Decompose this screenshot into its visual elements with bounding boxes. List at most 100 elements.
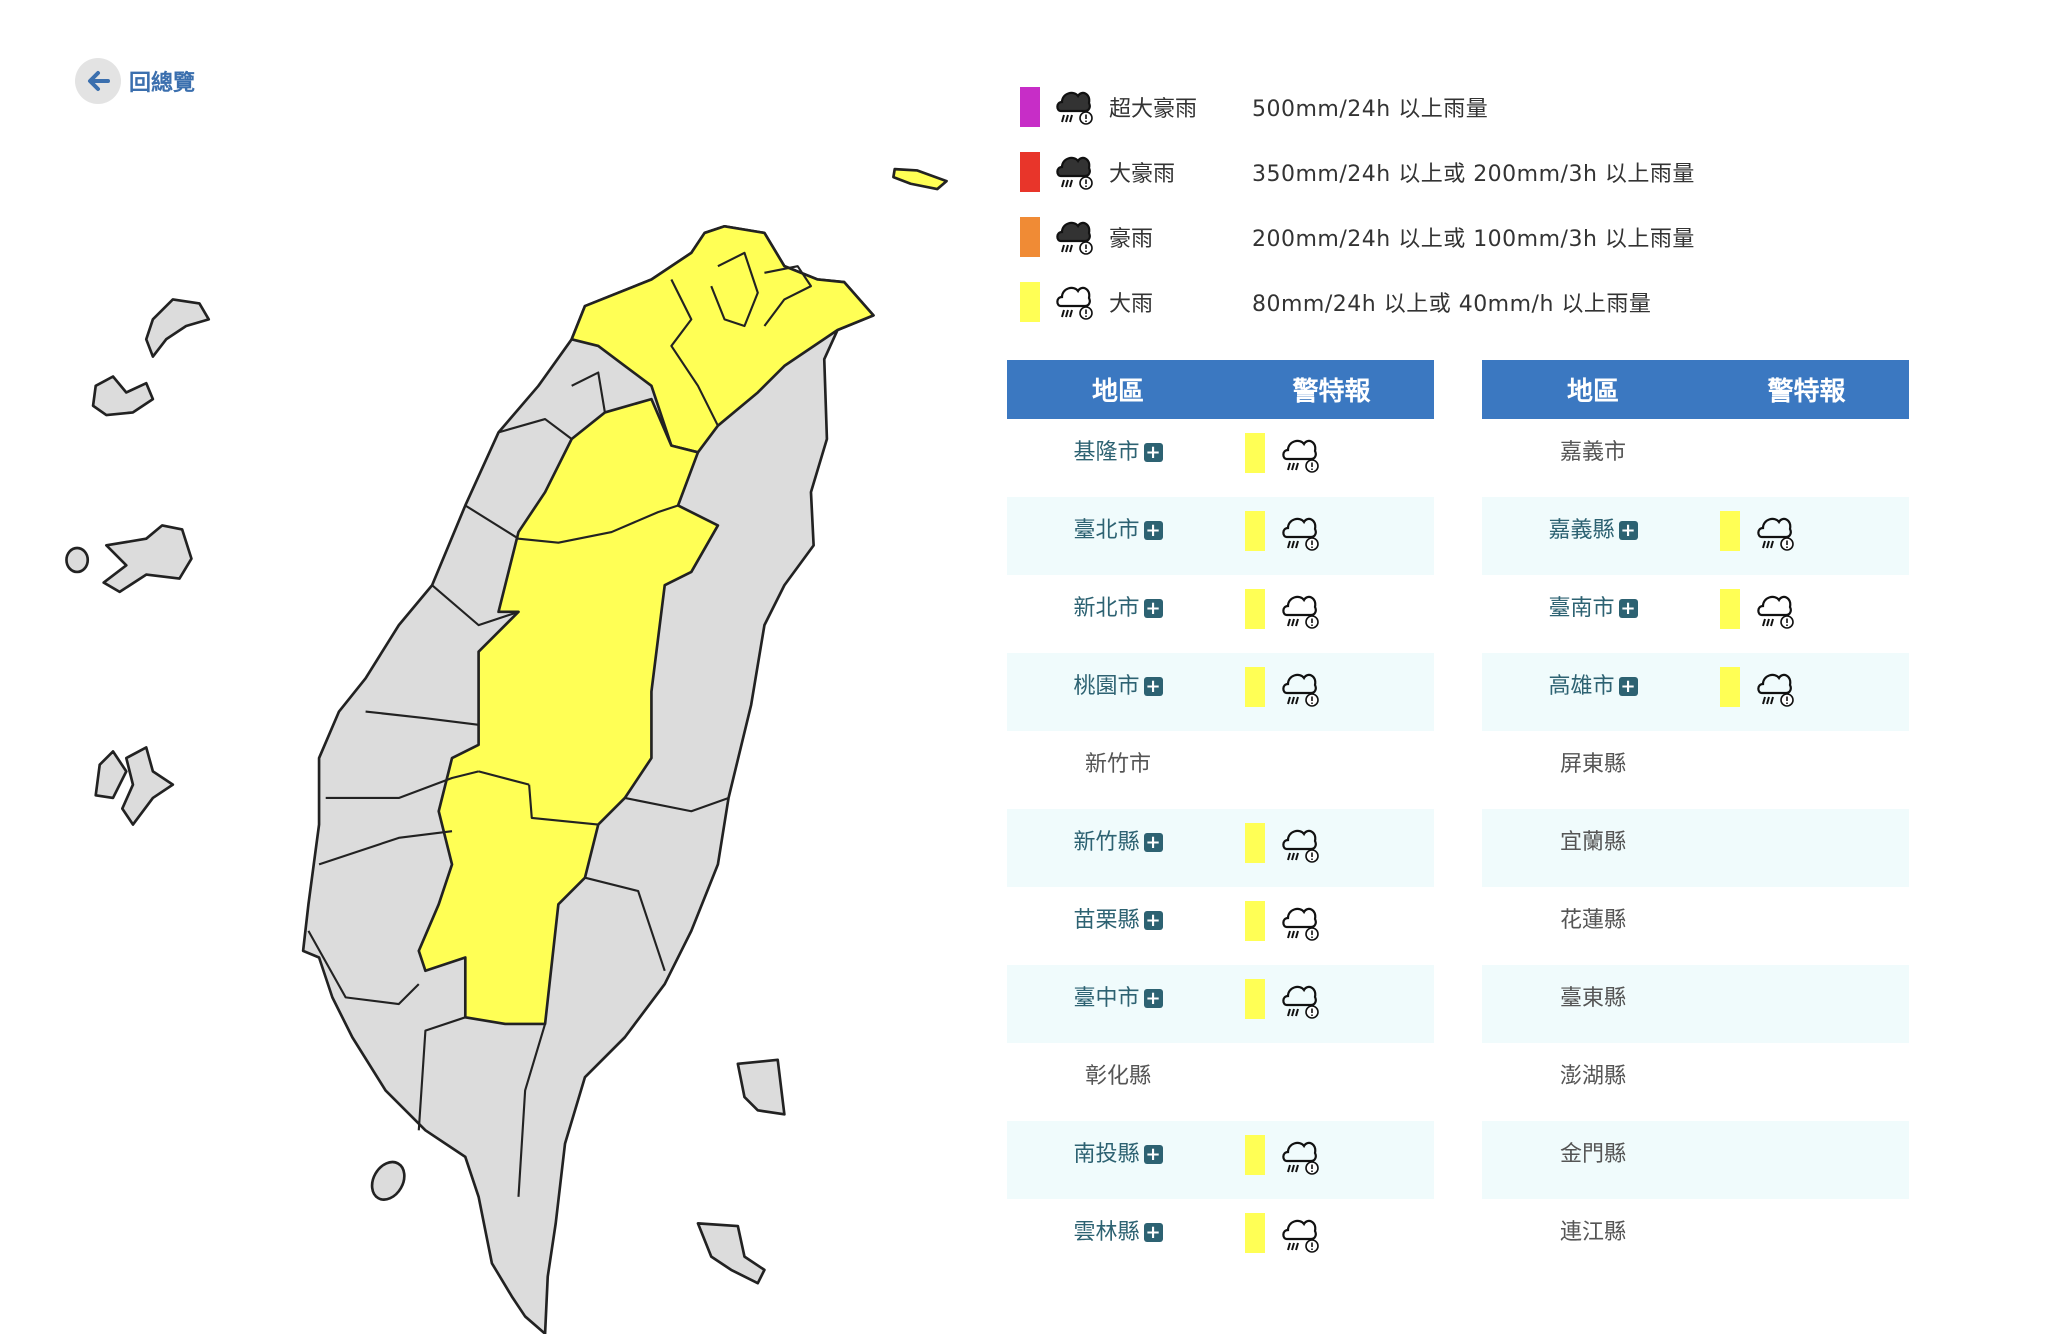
header-warning: 警特報 (1292, 377, 1371, 407)
map-region-north-warned[interactable] (570, 224, 875, 454)
warning-level-bar (1245, 433, 1266, 473)
region-name-link[interactable]: 苗栗縣 + (1074, 908, 1163, 933)
region-label[interactable]: 嘉義縣 (1548, 518, 1615, 543)
region-name-link[interactable]: 高雄市 + (1549, 674, 1638, 699)
plus-icon[interactable]: + (1618, 520, 1638, 541)
region-name-link[interactable]: 新竹縣 + (1074, 830, 1163, 855)
warning-level-bar (1245, 667, 1266, 707)
heavy-rain-icon (1757, 595, 1794, 629)
region-name-link[interactable]: 臺北市 + (1074, 518, 1163, 543)
heavy-rain-icon (1282, 595, 1319, 629)
heavy-rain-icon (1056, 286, 1093, 320)
table-row: 南投縣 + (1007, 1121, 1434, 1199)
region-name: 宜蘭縣 (1560, 830, 1626, 855)
warning-level-bar (1245, 823, 1266, 863)
region-name-link[interactable]: 臺南市 + (1549, 596, 1638, 621)
plus-icon[interactable]: + (1143, 832, 1163, 853)
warning-level-bar (1720, 589, 1741, 629)
torrential-rain-icon (1056, 91, 1093, 125)
plus-icon[interactable]: + (1143, 1222, 1163, 1243)
plus-icon[interactable]: + (1618, 598, 1638, 619)
table-row: 嘉義市 (1482, 419, 1909, 497)
region-label: 花蓮縣 (1560, 908, 1627, 933)
table-row: 澎湖縣 (1482, 1043, 1909, 1121)
map-island-penghu[interactable] (102, 524, 193, 594)
region-label: 彰化縣 (1085, 1064, 1152, 1089)
legend-row: 大豪雨 350mm/24h 以上或 200mm/3h 以上雨量 (1020, 139, 1695, 204)
plus-icon[interactable]: + (1618, 676, 1638, 697)
legend-label: 豪雨 (1109, 226, 1154, 252)
map-island-penghu-small[interactable] (65, 546, 90, 574)
warning-level-bar (1245, 1135, 1266, 1175)
warning-table-1: 地區 警特報 基隆市 + 臺北市 + 新北市 + 桃園市 + (1007, 360, 1434, 1277)
map-island-guishan[interactable] (892, 167, 948, 191)
legend-description: 500mm/24h 以上雨量 (1252, 96, 1489, 122)
plus-icon[interactable]: + (1143, 988, 1163, 1009)
extremely-heavy-rain-icon (1056, 156, 1093, 190)
table-header: 地區 警特報 (1007, 360, 1434, 419)
plus-icon[interactable]: + (1143, 1144, 1163, 1165)
region-name: 彰化縣 (1085, 1064, 1151, 1089)
map-island-green[interactable] (366, 1156, 411, 1205)
region-name: 花蓮縣 (1560, 908, 1626, 933)
warning-table-2: 地區 警特報 嘉義市 嘉義縣 + 臺南市 + 高雄市 + 屏東縣 (1482, 360, 1909, 1277)
map-island-liuqiu[interactable] (736, 1058, 786, 1116)
region-name-link[interactable]: 雲林縣 + (1074, 1220, 1163, 1245)
map-island-matsu-2[interactable] (91, 375, 155, 417)
table-header: 地區 警特報 (1482, 360, 1909, 419)
back-to-overview-button[interactable]: 回總覽 (75, 58, 195, 104)
region-name-link[interactable]: 桃園市 + (1074, 674, 1163, 699)
region-label: 臺東縣 (1560, 986, 1627, 1011)
table-row: 宜蘭縣 (1482, 809, 1909, 887)
map-island-orchid[interactable] (696, 1222, 766, 1285)
region-name-link[interactable]: 嘉義縣 + (1549, 518, 1638, 543)
plus-icon[interactable]: + (1143, 520, 1163, 541)
region-label[interactable]: 南投縣 (1073, 1142, 1140, 1167)
warning-level-bar (1245, 901, 1266, 941)
plus-icon[interactable]: + (1143, 598, 1163, 619)
legend-row: 超大豪雨 500mm/24h 以上雨量 (1020, 74, 1695, 139)
region-name: 金門縣 (1560, 1142, 1626, 1167)
region-label[interactable]: 雲林縣 (1073, 1220, 1140, 1245)
table-row: 苗栗縣 + (1007, 887, 1434, 965)
region-label[interactable]: 臺北市 (1073, 518, 1140, 543)
heavy-rain-icon (1757, 673, 1794, 707)
region-label[interactable]: 基隆市 (1073, 440, 1140, 465)
heavy-rain-icon (1282, 1219, 1319, 1253)
table-row: 臺北市 + (1007, 497, 1434, 575)
heavy-rain-icon (1282, 907, 1319, 941)
plus-icon[interactable]: + (1143, 676, 1163, 697)
table-row: 新北市 + (1007, 575, 1434, 653)
region-label[interactable]: 臺中市 (1073, 986, 1140, 1011)
warning-level-bar (1245, 1213, 1266, 1253)
region-label: 新竹市 (1085, 752, 1152, 777)
heavy-rain-icon (1282, 673, 1319, 707)
legend-description: 350mm/24h 以上或 200mm/3h 以上雨量 (1252, 161, 1695, 187)
table-row: 臺東縣 (1482, 965, 1909, 1043)
table-row: 連江縣 (1482, 1199, 1909, 1277)
region-label[interactable]: 高雄市 (1548, 674, 1615, 699)
region-label[interactable]: 桃園市 (1073, 674, 1140, 699)
region-label: 連江縣 (1560, 1220, 1627, 1245)
region-label[interactable]: 苗栗縣 (1073, 908, 1140, 933)
plus-icon[interactable]: + (1143, 910, 1163, 931)
map-island-kinmen[interactable] (94, 746, 175, 826)
legend-color-swatch (1020, 216, 1040, 257)
region-name-link[interactable]: 南投縣 + (1074, 1142, 1163, 1167)
table-row: 桃園市 + (1007, 653, 1434, 731)
warning-level-bar (1245, 589, 1266, 629)
table-row: 金門縣 (1482, 1121, 1909, 1199)
region-label[interactable]: 新竹縣 (1073, 830, 1140, 855)
map-island-matsu-1[interactable] (144, 298, 211, 358)
region-name-link[interactable]: 基隆市 + (1074, 440, 1163, 465)
table-row: 彰化縣 (1007, 1043, 1434, 1121)
table-row: 嘉義縣 + (1482, 497, 1909, 575)
warning-level-bar (1245, 979, 1266, 1019)
region-label[interactable]: 臺南市 (1548, 596, 1615, 621)
plus-icon[interactable]: + (1143, 442, 1163, 463)
region-name: 臺東縣 (1560, 986, 1626, 1011)
region-name-link[interactable]: 臺中市 + (1074, 986, 1163, 1011)
region-name-link[interactable]: 新北市 + (1074, 596, 1163, 621)
region-label[interactable]: 新北市 (1073, 596, 1140, 621)
region-label: 澎湖縣 (1560, 1064, 1627, 1089)
